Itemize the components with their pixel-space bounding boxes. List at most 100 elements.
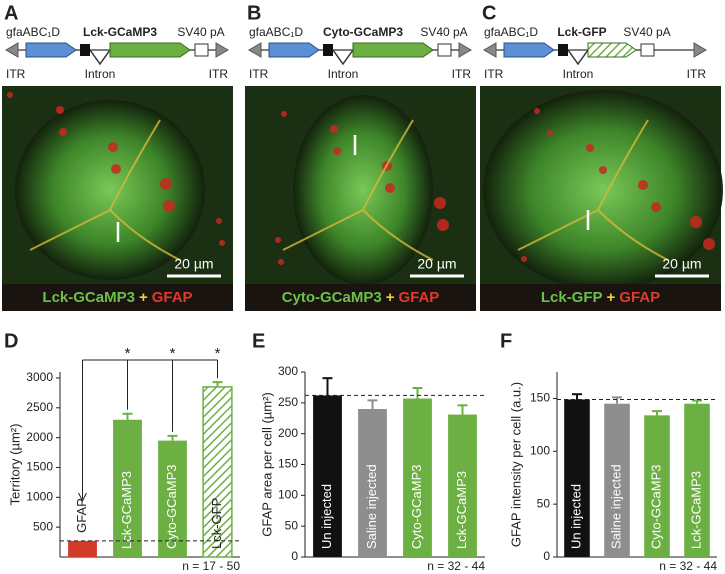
intron: [567, 49, 589, 66]
micrograph: [2, 86, 233, 284]
significance-star: *: [125, 345, 131, 362]
significance-star: *: [215, 345, 221, 362]
caption-plus: +: [386, 289, 395, 306]
construct: [5, 42, 229, 66]
gene-arrow: [352, 42, 434, 58]
bar: [158, 440, 187, 557]
gene-label: Lck-GCaMP3: [83, 25, 157, 39]
bar: [358, 409, 387, 557]
bar-label: Lck-GFP: [209, 498, 224, 549]
panel-label: C: [482, 2, 496, 24]
sample-size: n = 32 - 44: [659, 559, 717, 573]
scale-label: 20 µm: [417, 256, 456, 272]
gfap-spot: [690, 216, 702, 228]
bar: [564, 399, 590, 557]
y-tick-label: 1000: [26, 489, 53, 503]
micrograph: [245, 86, 476, 285]
arrowhead: [78, 492, 87, 503]
process: [282, 119, 434, 261]
micrograph: [480, 86, 723, 290]
polya-box: [640, 43, 655, 57]
bar: [113, 419, 142, 557]
gfap-spot: [521, 256, 527, 262]
y-tick-label: 150: [278, 457, 298, 471]
gfap-spot: [56, 106, 64, 114]
caption-indicator: Cyto-GCaMP3: [282, 289, 382, 306]
y-tick-label: 0: [291, 549, 298, 563]
gene-label: Cyto-GCaMP3: [323, 25, 403, 39]
y-tick-label: 300: [278, 364, 298, 378]
exon: [323, 44, 333, 56]
bar-label: Un injected: [319, 484, 334, 549]
panel-label: E: [252, 330, 265, 352]
gfap-spot: [7, 92, 13, 98]
panel-label: D: [4, 330, 18, 352]
exon: [80, 44, 90, 56]
bar-label: Lck-GCaMP3: [119, 471, 134, 549]
y-tick-label: 50: [537, 496, 551, 510]
y-tick-label: 200: [278, 426, 298, 440]
gfap-spot: [703, 238, 715, 250]
bar-label: Un injected: [568, 484, 583, 549]
promoter-arrow: [25, 42, 77, 58]
gene-arrow: [109, 42, 191, 58]
polya-box: [194, 43, 209, 57]
panel-label: A: [4, 2, 18, 24]
y-tick-label: 250: [278, 395, 298, 409]
sample-size: n = 32 - 44: [427, 559, 485, 573]
bar-label: Lck-GCaMP3: [454, 471, 469, 549]
caption-bar: [245, 284, 476, 311]
gfap-spot: [59, 128, 67, 136]
caption: Cyto-GCaMP3 + GFAP: [282, 289, 440, 306]
caption-bar: [480, 284, 721, 311]
gfap-spot: [599, 166, 607, 174]
itr: [248, 42, 262, 58]
panel-label: B: [247, 2, 261, 24]
gfap-spot: [111, 164, 121, 174]
itr-label: ITR: [484, 67, 504, 81]
promoter-arrow: [503, 42, 555, 58]
scale-label: 20 µm: [662, 256, 701, 272]
gfap-spot: [547, 130, 553, 136]
intron: [332, 49, 354, 66]
gfap-spot: [163, 200, 175, 212]
caption-marker: GFAP: [619, 289, 660, 306]
y-tick-label: 2500: [26, 400, 53, 414]
caption-bar: [2, 284, 233, 311]
polya-label: SV40 pA: [177, 25, 224, 39]
gfap-spot: [534, 108, 540, 114]
gfap-spot: [160, 178, 172, 190]
gfap-spot: [108, 142, 118, 152]
itr-label: ITR: [249, 67, 269, 81]
cell-signal: [15, 100, 205, 280]
promoter-label: gfaABC₁D: [6, 25, 60, 39]
bar-label: Saline injected: [364, 464, 379, 549]
y-tick-label: 1500: [26, 460, 53, 474]
y-axis-label: GFAP area per cell (µm²): [259, 392, 274, 537]
panel-label: F: [500, 330, 512, 352]
itr-label: ITR: [6, 67, 26, 81]
caption-indicator: Lck-GFP: [541, 289, 603, 306]
gfap-spot: [330, 125, 338, 133]
bar-label: Cyto-GCaMP3: [409, 464, 424, 549]
y-tick-label: 0: [543, 549, 550, 563]
bar: [68, 540, 97, 557]
promoter-label: gfaABC₁D: [484, 25, 538, 39]
caption-plus: +: [607, 289, 616, 306]
gfap-spot: [586, 144, 594, 152]
y-tick-label: 100: [278, 488, 298, 502]
polya-label: SV40 pA: [420, 25, 467, 39]
intron-label: Intron: [563, 67, 594, 81]
promoter-arrow: [268, 42, 320, 58]
promoter-label: gfaABC₁D: [249, 25, 303, 39]
caption-marker: GFAP: [152, 289, 193, 306]
polya-label: SV40 pA: [623, 25, 670, 39]
y-axis-label: Territory (µm²): [7, 424, 22, 506]
exon: [558, 44, 568, 56]
bar: [403, 398, 432, 557]
polya-box: [437, 43, 452, 57]
cell-signal: [483, 90, 723, 290]
gfap-spot: [651, 202, 661, 212]
sample-size: n = 17 - 50: [182, 559, 240, 573]
